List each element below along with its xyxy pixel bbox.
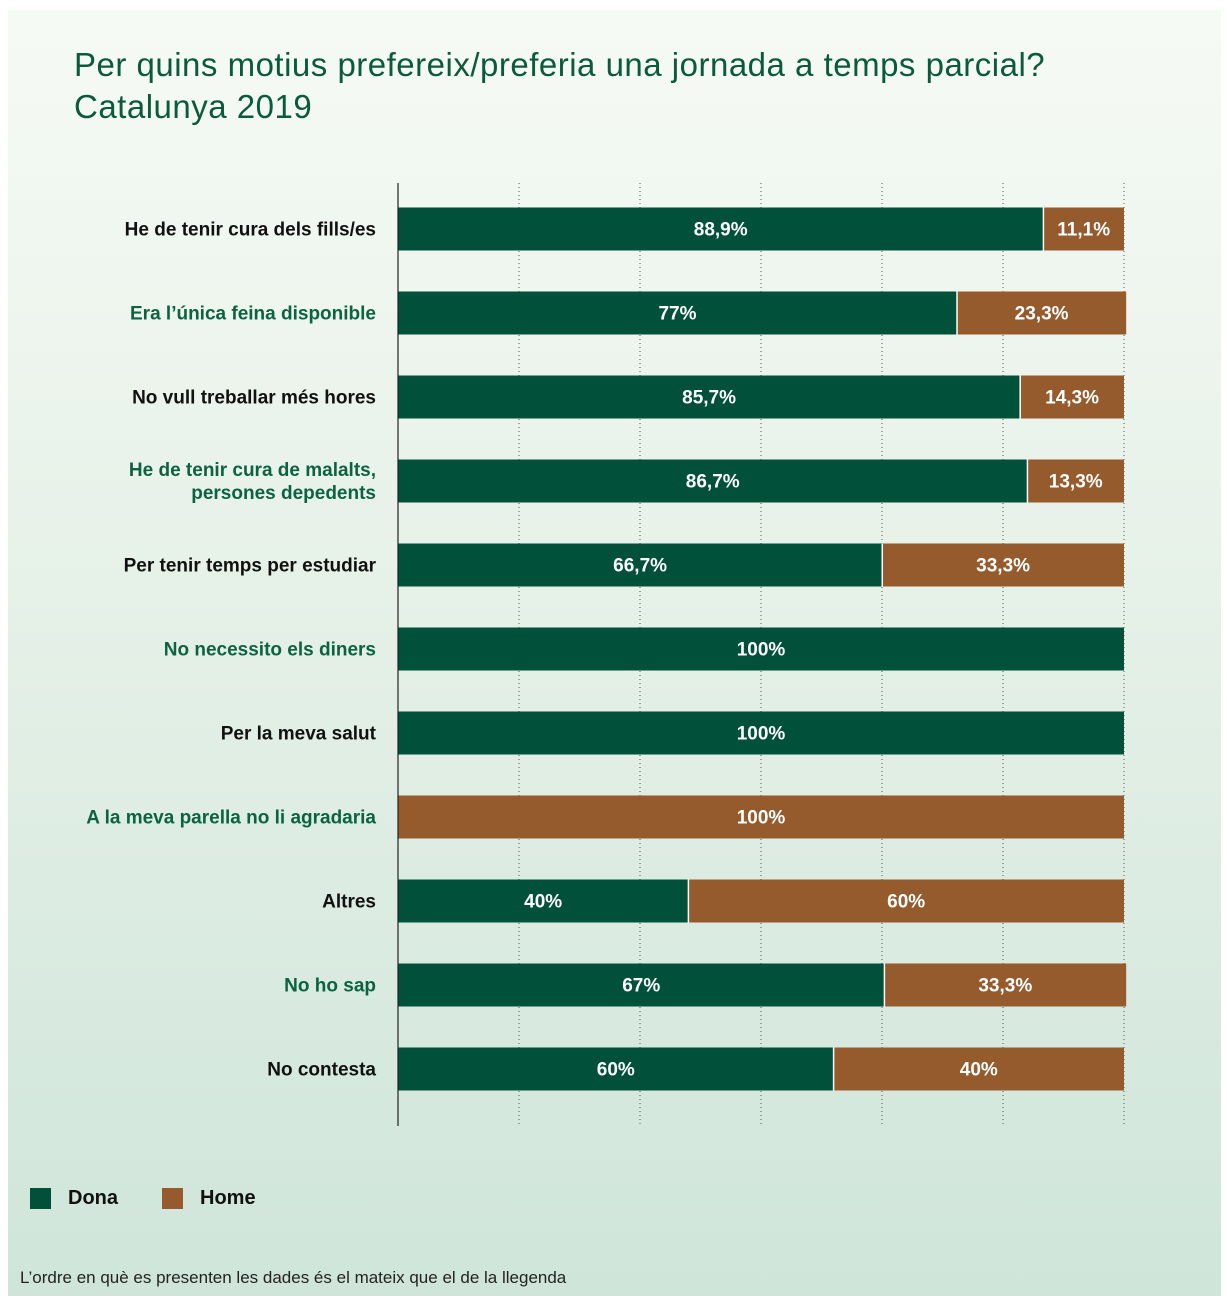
legend-item-home: Home	[162, 1187, 256, 1210]
stacked-bar-chart: He de tenir cura dels fills/es 88,9% 11,1%…	[86, 183, 1127, 1126]
category-label: Per tenir temps per estudiar	[124, 556, 377, 577]
legend-item-dona: Dona	[30, 1187, 118, 1210]
category-label: Per la meva salut	[221, 724, 377, 745]
bar-value-label: 23,3%	[1015, 304, 1069, 325]
category-label: Era l’única feina disponible	[130, 304, 376, 325]
legend-label-home: Home	[200, 1187, 256, 1209]
category-label: He de tenir cura de malalts, persones dep…	[129, 460, 376, 504]
bar-value-label: 66,7%	[613, 556, 667, 577]
bar-segment-home	[833, 1047, 1124, 1091]
bar-segment-home	[882, 543, 1124, 587]
bar-segment-dona	[398, 543, 883, 587]
bar-segment-dona	[398, 711, 1124, 755]
category-label: A la meva parella no li agradaria	[86, 808, 376, 829]
bar-value-label: 100%	[737, 724, 786, 745]
bar-value-label: 67%	[622, 976, 660, 997]
bar-segment-dona	[398, 375, 1021, 419]
bar-segment-dona	[398, 459, 1028, 503]
bar-value-label: 13,3%	[1049, 472, 1103, 493]
bar-value-label: 14,3%	[1045, 388, 1099, 409]
category-label: Altres	[322, 892, 376, 913]
footnote: L’ordre en què es presenten les dades és…	[20, 1268, 567, 1287]
bar-segment-dona	[398, 1047, 834, 1091]
category-label: No necessito els diners	[164, 640, 376, 661]
bar-segment-home	[688, 879, 1124, 923]
bar-value-label: 40%	[960, 1060, 998, 1081]
bar-value-label: 11,1%	[1057, 220, 1110, 241]
legend-swatch-dona	[30, 1188, 51, 1209]
bar-value-label: 33,3%	[978, 976, 1032, 997]
bar-segment-home	[1027, 459, 1124, 503]
bar-segment-dona	[398, 963, 885, 1007]
bar-value-label: 60%	[597, 1060, 635, 1081]
bar-value-label: 88,9%	[694, 220, 748, 241]
bar-value-label: 40%	[524, 892, 562, 913]
bar-segment-dona	[398, 627, 1124, 671]
chart-title: Per quins motius prefereix/preferia una …	[74, 44, 1045, 128]
chart-title-line-1: Per quins motius prefereix/preferia una …	[74, 46, 1046, 83]
category-label: He de tenir cura dels fills/es	[125, 220, 376, 241]
category-label: No vull treballar més hores	[132, 388, 376, 409]
bar-value-label: 100%	[737, 640, 786, 661]
bar-value-label: 100%	[737, 808, 786, 829]
bar-value-label: 77%	[658, 304, 696, 325]
category-label: No contesta	[267, 1060, 376, 1081]
bar-segment-home	[957, 291, 1127, 335]
category-label: No ho sap	[284, 976, 376, 997]
bar-segment-home	[1043, 207, 1124, 251]
bar-segment-dona	[398, 879, 689, 923]
legend: Dona Home	[30, 1187, 300, 1210]
chart-title-line-2: Catalunya 2019	[74, 88, 313, 125]
bar-value-label: 60%	[887, 892, 925, 913]
bar-segment-home	[1020, 375, 1124, 419]
legend-label-dona: Dona	[68, 1187, 118, 1209]
bar-value-label: 33,3%	[976, 556, 1030, 577]
bar-segment-home	[398, 795, 1124, 839]
legend-swatch-home	[162, 1188, 183, 1209]
bar-segment-dona	[398, 291, 958, 335]
bar-segment-home	[884, 963, 1127, 1007]
bar-value-label: 85,7%	[682, 388, 736, 409]
bar-segment-dona	[398, 207, 1044, 251]
bar-value-label: 86,7%	[686, 472, 740, 493]
